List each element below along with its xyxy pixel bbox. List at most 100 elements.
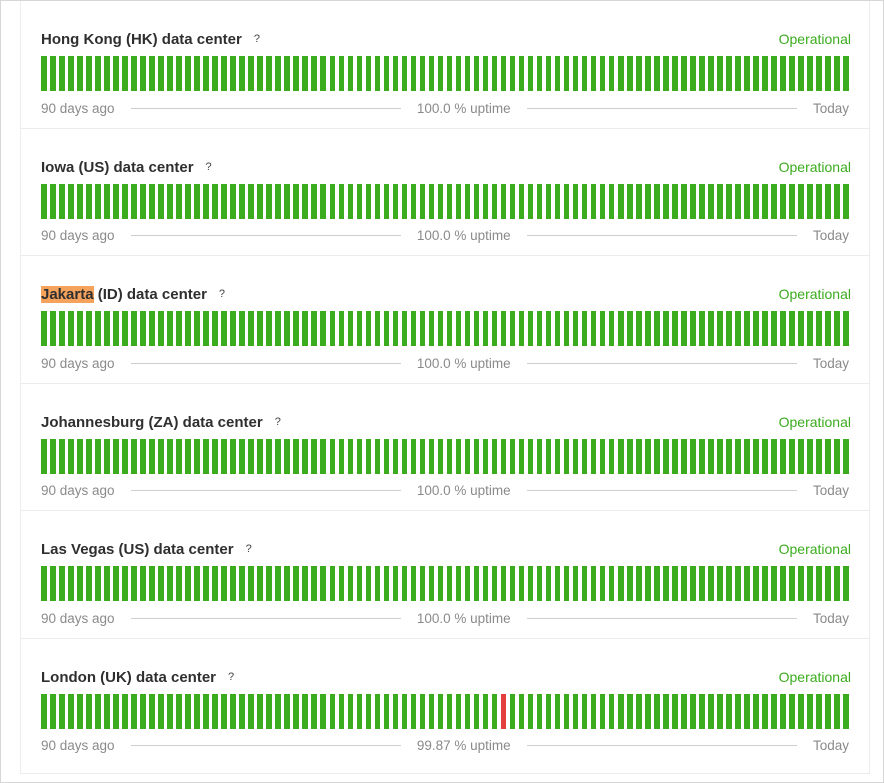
- uptime-day-bar[interactable]: [536, 566, 543, 601]
- uptime-day-bar[interactable]: [690, 566, 696, 601]
- uptime-day-bar[interactable]: [672, 311, 678, 346]
- uptime-day-bar[interactable]: [789, 183, 795, 219]
- uptime-day-bar[interactable]: [77, 438, 83, 474]
- uptime-day-bar[interactable]: [428, 693, 435, 729]
- uptime-day-bar[interactable]: [491, 183, 498, 219]
- uptime-day-bar[interactable]: [194, 566, 200, 601]
- uptime-day-bar[interactable]: [455, 183, 462, 219]
- uptime-day-bar[interactable]: [275, 693, 281, 729]
- uptime-day-bar[interactable]: [590, 438, 597, 474]
- uptime-day-bar[interactable]: [618, 56, 624, 91]
- uptime-day-bar[interactable]: [239, 693, 245, 729]
- uptime-day-bar[interactable]: [717, 438, 723, 474]
- uptime-day-bar[interactable]: [86, 566, 92, 601]
- uptime-day-bar[interactable]: [500, 311, 507, 346]
- uptime-day-bar[interactable]: [113, 438, 119, 474]
- uptime-day-bar[interactable]: [248, 693, 254, 729]
- uptime-day-bar[interactable]: [230, 693, 236, 729]
- uptime-day-bar[interactable]: [320, 566, 326, 601]
- uptime-day-bar[interactable]: [509, 56, 516, 91]
- uptime-day-bar[interactable]: [816, 56, 822, 91]
- uptime-day-bar[interactable]: [383, 438, 390, 474]
- uptime-day-bar[interactable]: [843, 566, 849, 601]
- uptime-day-bar[interactable]: [744, 693, 750, 729]
- uptime-day-bar[interactable]: [654, 693, 660, 729]
- uptime-day-bar[interactable]: [257, 693, 263, 729]
- uptime-day-bar[interactable]: [636, 183, 642, 219]
- uptime-day-bar[interactable]: [95, 311, 101, 346]
- uptime-day-bar[interactable]: [735, 183, 741, 219]
- uptime-day-bar[interactable]: [185, 438, 191, 474]
- uptime-day-bar[interactable]: [654, 311, 660, 346]
- uptime-day-bar[interactable]: [455, 566, 462, 601]
- uptime-day-bar[interactable]: [95, 693, 101, 729]
- uptime-day-bar[interactable]: [302, 438, 308, 474]
- uptime-day-bar[interactable]: [338, 566, 345, 601]
- uptime-day-bar[interactable]: [473, 183, 480, 219]
- uptime-day-bar[interactable]: [780, 438, 786, 474]
- uptime-day-bar[interactable]: [239, 56, 245, 91]
- uptime-day-bar[interactable]: [572, 566, 579, 601]
- uptime-day-bar[interactable]: [59, 56, 65, 91]
- uptime-day-bar[interactable]: [41, 566, 47, 601]
- uptime-day-bar[interactable]: [735, 693, 741, 729]
- uptime-day-bar[interactable]: [807, 566, 813, 601]
- uptime-day-bar[interactable]: [374, 311, 381, 346]
- uptime-day-bar[interactable]: [690, 311, 696, 346]
- uptime-day-bar[interactable]: [645, 693, 651, 729]
- uptime-day-bar[interactable]: [699, 311, 705, 346]
- uptime-day-bar[interactable]: [491, 566, 498, 601]
- uptime-day-bar[interactable]: [320, 693, 326, 729]
- uptime-day-bar[interactable]: [167, 56, 173, 91]
- uptime-day-bar[interactable]: [509, 566, 516, 601]
- uptime-day-bar[interactable]: [545, 438, 552, 474]
- uptime-day-bar[interactable]: [843, 311, 849, 346]
- uptime-day-bar[interactable]: [608, 693, 615, 729]
- uptime-day-bar[interactable]: [266, 183, 272, 219]
- uptime-day-bar[interactable]: [158, 438, 164, 474]
- uptime-day-bar[interactable]: [753, 438, 759, 474]
- uptime-day-bar[interactable]: [275, 183, 281, 219]
- uptime-day-bar[interactable]: [545, 311, 552, 346]
- uptime-day-bar[interactable]: [717, 183, 723, 219]
- uptime-day-bar[interactable]: [257, 566, 263, 601]
- uptime-day-bar[interactable]: [77, 56, 83, 91]
- uptime-day-bar[interactable]: [410, 183, 417, 219]
- uptime-day-bar[interactable]: [284, 311, 290, 346]
- uptime-day-bar[interactable]: [266, 438, 272, 474]
- uptime-day-bar[interactable]: [374, 566, 381, 601]
- uptime-day-bar[interactable]: [672, 693, 678, 729]
- uptime-day-bar[interactable]: [374, 183, 381, 219]
- uptime-day-bar[interactable]: [690, 693, 696, 729]
- uptime-day-bar[interactable]: [176, 693, 182, 729]
- uptime-day-bar[interactable]: [221, 566, 227, 601]
- uptime-day-bar[interactable]: [230, 56, 236, 91]
- uptime-day-bar[interactable]: [762, 566, 768, 601]
- uptime-day-bar[interactable]: [203, 566, 209, 601]
- uptime-day-bar[interactable]: [185, 56, 191, 91]
- uptime-day-bar[interactable]: [527, 56, 534, 91]
- uptime-day-bar[interactable]: [311, 56, 317, 91]
- uptime-day-bar[interactable]: [95, 183, 101, 219]
- uptime-day-bar[interactable]: [834, 183, 840, 219]
- uptime-day-bar[interactable]: [843, 438, 849, 474]
- uptime-day-bar[interactable]: [618, 311, 624, 346]
- uptime-day-bar[interactable]: [455, 438, 462, 474]
- uptime-day-bar[interactable]: [726, 566, 732, 601]
- uptime-day-bar[interactable]: [194, 183, 200, 219]
- uptime-day-bar[interactable]: [681, 438, 687, 474]
- uptime-day-bar[interactable]: [645, 183, 651, 219]
- uptime-day-bar[interactable]: [554, 693, 561, 729]
- uptime-day-bar[interactable]: [464, 311, 471, 346]
- uptime-day-bar[interactable]: [563, 183, 570, 219]
- help-icon[interactable]: ?: [205, 160, 212, 173]
- uptime-day-bar[interactable]: [464, 56, 471, 91]
- uptime-day-bar[interactable]: [284, 438, 290, 474]
- uptime-day-bar[interactable]: [816, 183, 822, 219]
- uptime-day-bar[interactable]: [329, 566, 335, 601]
- help-icon[interactable]: ?: [274, 415, 281, 428]
- uptime-day-bar[interactable]: [401, 311, 408, 346]
- uptime-day-bar[interactable]: [599, 311, 606, 346]
- uptime-day-bar[interactable]: [581, 693, 588, 729]
- uptime-day-bar[interactable]: [473, 566, 480, 601]
